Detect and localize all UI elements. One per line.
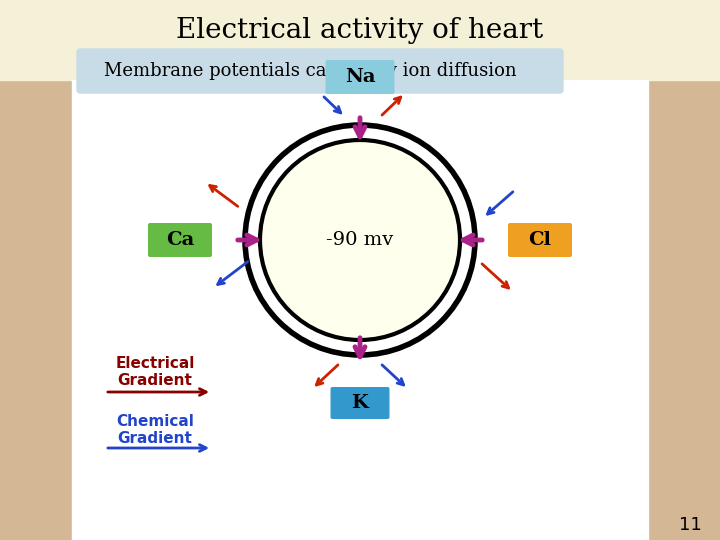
Circle shape: [245, 125, 475, 355]
FancyBboxPatch shape: [77, 49, 563, 93]
Text: Cl: Cl: [528, 231, 552, 249]
FancyBboxPatch shape: [148, 223, 212, 257]
Circle shape: [260, 140, 460, 340]
Text: Electrical activity of heart: Electrical activity of heart: [176, 17, 544, 44]
FancyBboxPatch shape: [330, 387, 390, 419]
Text: 11: 11: [679, 516, 701, 534]
Text: Chemical
Gradient: Chemical Gradient: [116, 414, 194, 446]
Text: Na: Na: [345, 68, 375, 86]
Text: Membrane potentials caused by ion diffusion: Membrane potentials caused by ion diffus…: [104, 62, 516, 80]
Text: -90 mv: -90 mv: [326, 231, 394, 249]
FancyBboxPatch shape: [508, 223, 572, 257]
Bar: [72, 80, 648, 540]
Text: K: K: [351, 394, 369, 412]
Bar: [0, 0, 720, 80]
FancyBboxPatch shape: [325, 60, 395, 94]
Bar: [648, 0, 720, 540]
Bar: [0, 0, 72, 540]
Text: Electrical
Gradient: Electrical Gradient: [115, 356, 194, 388]
Text: Ca: Ca: [166, 231, 194, 249]
